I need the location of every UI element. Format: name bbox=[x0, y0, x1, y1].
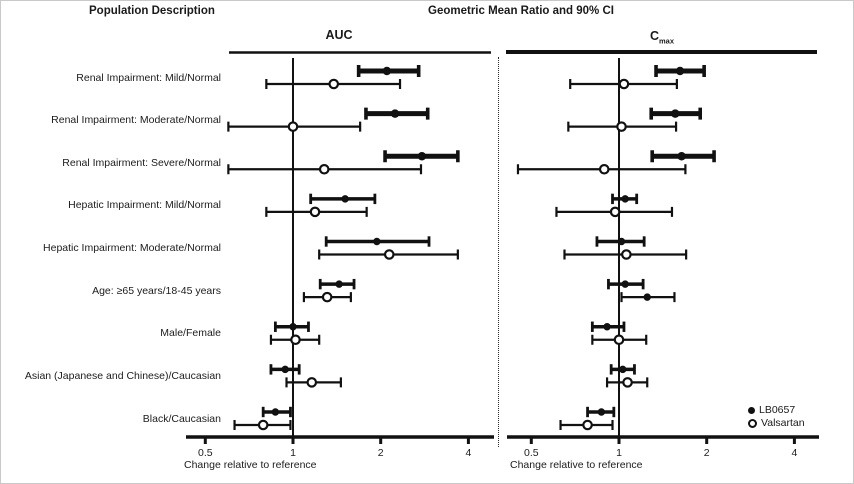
legend-label-valsartan: Valsartan bbox=[761, 417, 805, 429]
x-tick-label: 4 bbox=[791, 447, 797, 459]
legend-label-lb0657: LB0657 bbox=[759, 404, 796, 416]
category-label: Renal Impairment: Severe/Normal bbox=[62, 156, 221, 169]
cmax-title-text: C bbox=[649, 29, 659, 43]
lb0657-point-filled-circle bbox=[417, 152, 427, 161]
x-tick-label: 0.5 bbox=[524, 447, 539, 459]
x-tick-label: 2 bbox=[704, 447, 710, 459]
category-label: Hepatic Impairment: Moderate/Normal bbox=[43, 242, 221, 254]
valsartan-point-open-circle bbox=[616, 121, 627, 132]
legend: LB0657 Valsartan bbox=[748, 404, 805, 430]
valsartan-point-open-circle bbox=[290, 334, 301, 346]
lb0657-point-filled-circle bbox=[671, 109, 680, 118]
figure-title: Geometric Mean Ratio and 90% CI bbox=[428, 5, 614, 17]
category-label: Asian (Japanese and Chinese)/Caucasian bbox=[24, 369, 221, 382]
category-label: Renal Impairment: Mild/Normal bbox=[76, 71, 221, 84]
cmax-x-axis-label: Change relative to reference bbox=[510, 459, 643, 471]
valsartan-point-open-circle bbox=[618, 78, 630, 90]
x-tick-label: 4 bbox=[465, 447, 471, 459]
lb0657-point-filled-circle bbox=[341, 195, 349, 203]
lb0657-point-filled-circle bbox=[281, 365, 289, 374]
x-tick-label: 0.5 bbox=[198, 447, 213, 459]
filled-circle-icon bbox=[748, 406, 755, 414]
valsartan-point-open-circle bbox=[306, 377, 318, 388]
valsartan-point-open-circle bbox=[257, 419, 269, 431]
x-tick-label: 1 bbox=[290, 447, 296, 459]
valsartan-point-open-circle bbox=[598, 163, 610, 175]
valsartan-point-open-circle bbox=[582, 419, 593, 431]
x-tick-label: 1 bbox=[616, 447, 622, 459]
lb0657-point-filled-circle bbox=[289, 323, 297, 331]
valsartan-point-open-circle bbox=[613, 334, 625, 346]
panel-divider-dotted-line bbox=[498, 57, 499, 447]
lb0657-point-filled-circle bbox=[675, 66, 685, 76]
lb0657-point-filled-circle bbox=[603, 323, 611, 331]
open-circle-icon bbox=[748, 418, 757, 428]
valsartan-point-open-circle bbox=[383, 249, 395, 260]
cmax-title-subscript: max bbox=[659, 36, 675, 46]
category-label: Black/Caucasian bbox=[142, 412, 221, 425]
lb0657-point-filled-circle bbox=[677, 152, 686, 161]
lb0657-point-filled-circle bbox=[373, 237, 381, 246]
auc-x-axis-label: Change relative to reference bbox=[184, 459, 317, 471]
category-label: Age: ≥65 years/18-45 years bbox=[92, 284, 221, 297]
lb0657-point-filled-circle bbox=[382, 66, 392, 76]
lb0657-point-filled-circle bbox=[271, 408, 280, 416]
valsartan-point-open-circle bbox=[328, 78, 340, 90]
valsartan-point-open-circle bbox=[318, 163, 330, 175]
lb0657-point-filled-circle bbox=[597, 408, 606, 416]
lb0657-point-filled-circle bbox=[621, 195, 629, 203]
legend-item-valsartan: Valsartan bbox=[748, 417, 805, 429]
x-tick-label: 2 bbox=[378, 447, 384, 459]
lb0657-point-filled-circle bbox=[619, 365, 627, 374]
lb0657-point-filled-circle bbox=[617, 237, 626, 246]
valsartan-point-open-circle bbox=[321, 291, 333, 303]
auc-title-text: AUC bbox=[325, 28, 353, 42]
population-description-header: Population Description bbox=[89, 5, 215, 17]
lb0657-point-filled-circle bbox=[335, 280, 343, 288]
valsartan-point-open-circle bbox=[287, 121, 299, 132]
category-label: Male/Female bbox=[160, 327, 221, 340]
cmax-panel-title: Cmax bbox=[632, 29, 692, 46]
lb0657-point-filled-circle bbox=[621, 280, 629, 288]
valsartan-point-filled-circle bbox=[643, 293, 651, 301]
lb0657-point-filled-circle bbox=[390, 109, 400, 118]
auc-panel-title: AUC bbox=[314, 28, 364, 42]
valsartan-point-open-circle bbox=[309, 206, 321, 218]
valsartan-point-open-circle bbox=[622, 377, 633, 388]
category-label: Hepatic Impairment: Mild/Normal bbox=[68, 199, 221, 212]
category-label: Renal Impairment: Moderate/Normal bbox=[51, 114, 221, 127]
legend-item-lb0657: LB0657 bbox=[748, 404, 805, 416]
valsartan-point-open-circle bbox=[609, 206, 621, 218]
valsartan-point-open-circle bbox=[621, 249, 632, 260]
